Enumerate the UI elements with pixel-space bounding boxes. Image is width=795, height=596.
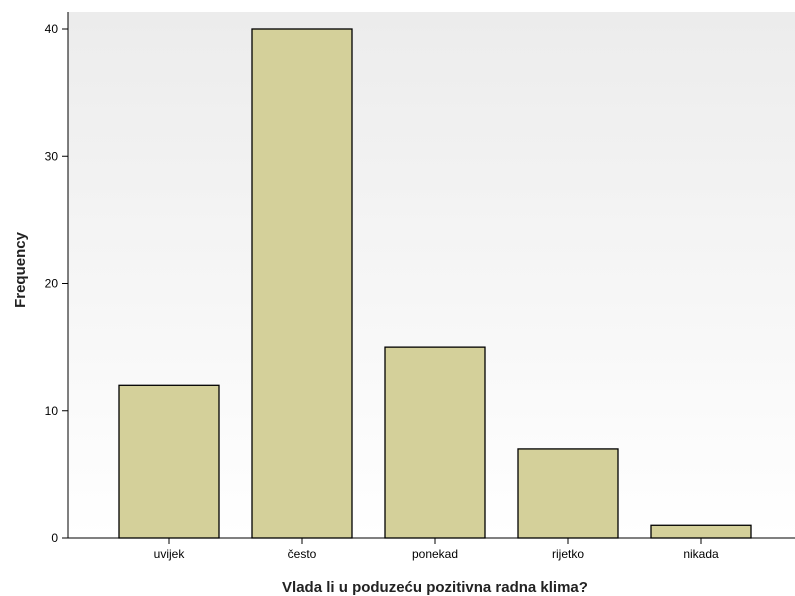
bar-uvijek (118, 384, 220, 539)
x-tick-label-uvijek: uvijek (154, 547, 186, 561)
x-tick-label-ponekad: ponekad (412, 547, 458, 561)
x-axis: uvijek često ponekad rijetko nikada (68, 537, 795, 561)
x-tick-label-rijetko: rijetko (552, 547, 584, 561)
bars-group (118, 28, 752, 539)
bar-nikada (650, 524, 752, 539)
x-tick-label-nikada: nikada (683, 547, 719, 561)
y-tick-label: 40 (45, 22, 59, 36)
bar-često (251, 28, 353, 539)
y-tick-label: 10 (45, 404, 59, 418)
y-tick-label: 0 (51, 531, 58, 545)
bar-rijetko (517, 448, 619, 539)
y-axis-title: Frequency (12, 231, 29, 308)
x-tick-label-često: često (288, 547, 317, 561)
y-tick-label: 30 (45, 149, 59, 163)
y-axis: 0 10 20 30 40 (45, 12, 69, 545)
y-tick-label: 20 (45, 277, 59, 291)
x-axis-title: Vlada li u poduzeću pozitivna radna klim… (282, 579, 588, 596)
bar-ponekad (384, 346, 486, 539)
